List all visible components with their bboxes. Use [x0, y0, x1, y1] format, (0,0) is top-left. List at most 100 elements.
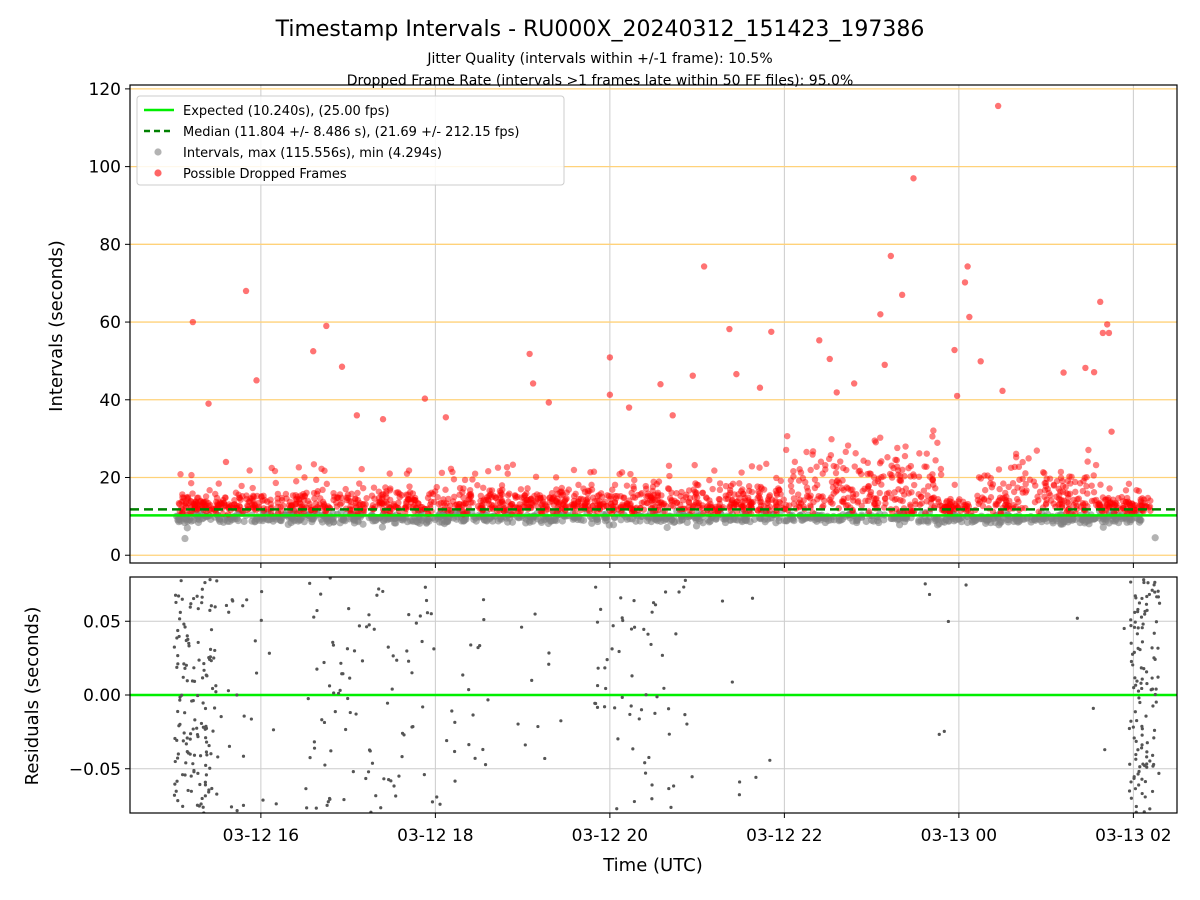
residual-point [643, 771, 648, 775]
residual-point [1144, 714, 1148, 718]
interval-point [558, 517, 567, 525]
dropped-frame-point [368, 492, 376, 499]
dropped-frame-point [669, 412, 676, 419]
residual-point [1157, 771, 1161, 775]
dropped-frame-point [297, 492, 304, 499]
residual-point [621, 618, 625, 623]
dropped-frame-point [1046, 475, 1054, 482]
residual-point [630, 674, 634, 678]
residual-point [200, 601, 204, 605]
residual-point [397, 774, 401, 778]
dropped-frame-point [650, 478, 657, 485]
dropped-frame-point [883, 490, 891, 497]
dropped-frame-point [657, 381, 664, 388]
residual-point [1143, 795, 1147, 799]
interval-point [318, 518, 327, 526]
interval-point [862, 517, 870, 526]
residual-point [360, 659, 365, 663]
residual-point [312, 740, 316, 744]
residual-point [1131, 663, 1135, 667]
legend-entry: Expected (10.240s), (25.00 fps) [144, 104, 390, 119]
residual-point [1131, 725, 1135, 729]
residual-point [422, 773, 426, 777]
residual-point [1132, 625, 1137, 629]
dropped-frame-point [1106, 500, 1114, 507]
residual-point [1137, 601, 1142, 605]
residual-point [200, 676, 205, 680]
residual-point [405, 649, 409, 653]
residual-point [1145, 762, 1149, 766]
residual-point [483, 763, 488, 767]
interval-point [580, 516, 588, 524]
dropped-frame-point [1058, 501, 1066, 508]
residual-point [176, 662, 180, 666]
dropped-frame-point [184, 493, 192, 501]
residual-point [185, 679, 189, 683]
dropped-frame-point [666, 472, 673, 480]
dropped-frame-point [1022, 480, 1029, 488]
dropped-frame-point [852, 450, 859, 457]
dropped-frame-point [814, 481, 821, 489]
residual-point [662, 686, 666, 690]
dropped-frame-point [331, 493, 338, 500]
residual-point [367, 623, 371, 627]
dropped-frame-point [706, 476, 713, 484]
dropped-frame-point [1105, 329, 1113, 337]
residual-point [323, 763, 327, 767]
residual-point [594, 701, 598, 706]
dropped-frame-point [337, 501, 344, 508]
residual-point [344, 727, 348, 732]
residual-point [1155, 595, 1159, 599]
residual-point [191, 727, 195, 731]
residual-point [391, 654, 395, 658]
residual-point [523, 743, 527, 747]
residual-point [333, 710, 337, 714]
residual-point [198, 754, 203, 758]
residual-point [395, 658, 399, 662]
dropped-frame-point [826, 496, 833, 503]
dropped-frame-point [877, 311, 884, 318]
dropped-frame-point [726, 325, 733, 333]
residual-point [178, 722, 182, 726]
dropped-frame-point [980, 496, 988, 504]
residual-point [402, 733, 406, 737]
residual-point [215, 792, 219, 796]
interval-point [460, 517, 468, 525]
interval-point [636, 517, 644, 525]
residual-point [420, 639, 424, 644]
residual-point [647, 755, 651, 760]
residual-point [205, 674, 209, 678]
dropped-frame-point [208, 507, 215, 514]
dropped-frame-point [907, 507, 915, 514]
residual-point [964, 583, 968, 587]
dropped-frame-point [760, 502, 768, 510]
residual-point [414, 621, 418, 625]
dropped-frame-point [311, 495, 318, 502]
residual-point [467, 688, 471, 692]
residual-point [208, 655, 213, 659]
dropped-frame-point [494, 464, 502, 471]
residual-point [180, 597, 184, 601]
residual-point [394, 794, 398, 798]
residual-point [177, 634, 181, 639]
dropped-frame-point [840, 499, 847, 506]
residual-point [187, 641, 191, 645]
residual-point [632, 799, 637, 804]
interval-point [997, 518, 1005, 526]
dropped-frame-point [877, 434, 884, 441]
dropped-frame-point [746, 502, 753, 509]
dropped-frame-point [755, 493, 763, 500]
residual-point [452, 749, 457, 754]
residual-point [1140, 640, 1145, 644]
dropped-frame-point [1065, 500, 1072, 507]
residual-point [1103, 748, 1107, 752]
dropped-frame-point [842, 448, 849, 456]
dropped-frame-point [790, 467, 797, 475]
dropped-frame-point [820, 502, 827, 510]
dropped-frame-point [910, 175, 917, 182]
dropped-frame-point [318, 465, 325, 473]
dropped-frame-point [707, 500, 714, 507]
x-tick-label: 03-13 00 [921, 826, 997, 846]
residual-point [176, 799, 180, 803]
